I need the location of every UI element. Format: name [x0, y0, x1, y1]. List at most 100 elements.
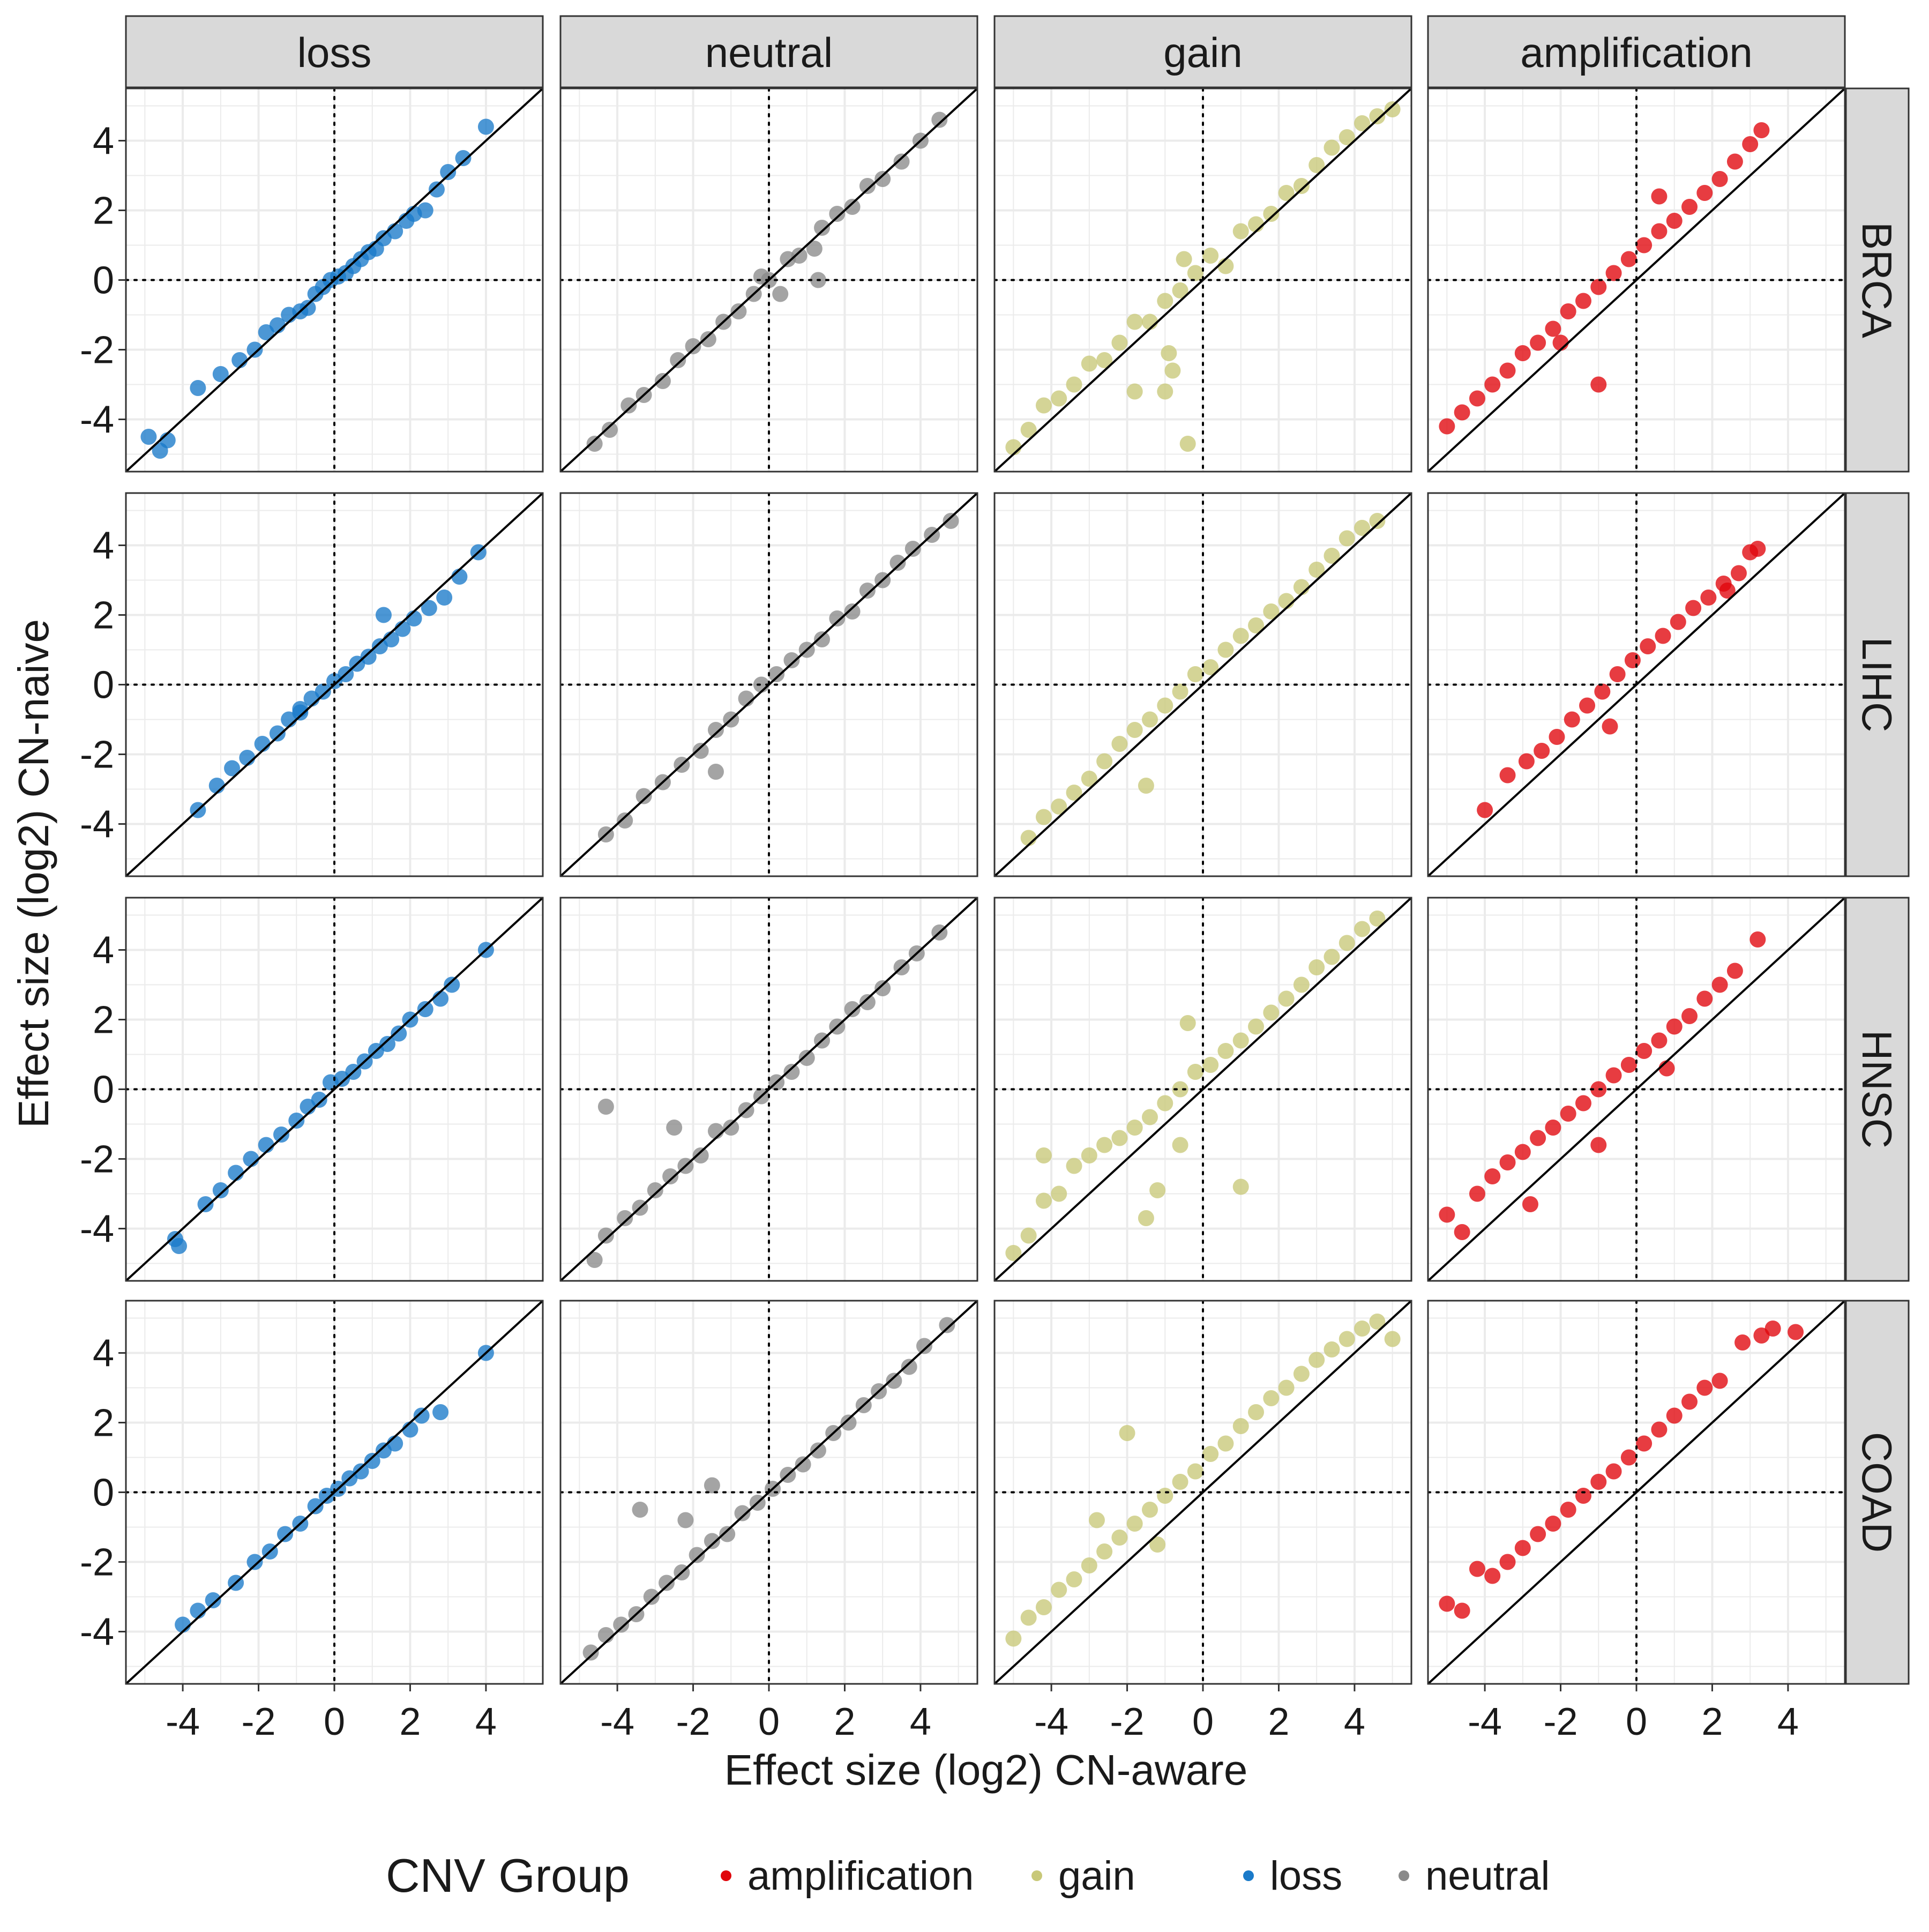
strip-label: HNSC	[1853, 1030, 1901, 1148]
data-point	[916, 1338, 932, 1354]
panel-border	[559, 492, 978, 877]
data-point	[1666, 1018, 1683, 1035]
data-point	[1636, 1435, 1653, 1452]
data-point	[1469, 1561, 1485, 1577]
data-point	[1005, 1630, 1022, 1647]
data-point	[436, 590, 453, 606]
data-point	[1051, 390, 1067, 407]
y-tick-label: 2	[93, 190, 114, 233]
data-point	[1534, 743, 1550, 759]
panel-hnsc-amplification	[1427, 897, 1846, 1282]
data-point	[1484, 376, 1501, 393]
panel-hnsc-loss	[125, 897, 544, 1282]
x-tick-label: -4	[600, 1700, 634, 1743]
data-point	[1051, 1582, 1067, 1598]
y-axis-hnsc: -4 -2 0 2 4	[80, 929, 126, 1251]
panel-content	[126, 493, 543, 876]
data-point	[707, 722, 724, 738]
strip-background	[1845, 1300, 1910, 1685]
data-point	[1111, 1530, 1128, 1546]
data-point	[1469, 1185, 1485, 1202]
data-point	[1764, 1321, 1781, 1337]
data-point	[597, 1099, 614, 1115]
strip-row-brca: BRCA	[1845, 87, 1910, 473]
data-point	[1499, 1154, 1516, 1170]
data-point	[1149, 1536, 1166, 1553]
data-point	[1088, 1512, 1105, 1528]
strip-label: amplification	[1520, 29, 1753, 76]
data-point	[1605, 1463, 1622, 1480]
data-point	[707, 764, 724, 780]
x-axis-neutral: -4 -2 0 2 4	[600, 1684, 931, 1743]
x-tick-label: 4	[910, 1700, 931, 1743]
data-point	[1232, 1418, 1249, 1434]
data-point	[1354, 115, 1371, 131]
data-point	[1324, 949, 1340, 965]
x-tick-label: 2	[834, 1700, 855, 1743]
data-point	[1734, 1334, 1751, 1351]
data-point	[1324, 1341, 1340, 1357]
panel-lihc-neutral	[559, 492, 978, 877]
data-point	[1354, 520, 1371, 536]
strip-background	[1845, 897, 1910, 1282]
data-point	[1549, 729, 1565, 745]
data-point	[1217, 1043, 1234, 1059]
panel-hnsc-gain	[993, 897, 1412, 1282]
y-tick-label: -4	[80, 399, 114, 442]
data-point	[939, 1317, 955, 1333]
data-point	[1005, 1245, 1022, 1261]
data-point	[1176, 251, 1192, 267]
data-point	[943, 513, 959, 529]
x-tick-label: -4	[1034, 1700, 1068, 1743]
panel-coad-amplification	[1427, 1300, 1846, 1685]
data-point	[904, 541, 921, 557]
data-point	[1020, 422, 1037, 438]
data-point	[1096, 1137, 1113, 1153]
data-point	[1141, 1502, 1158, 1518]
data-point	[795, 1456, 811, 1473]
data-point	[1179, 1015, 1196, 1031]
data-point	[1126, 722, 1143, 738]
data-point	[814, 220, 831, 236]
data-point	[1681, 1008, 1698, 1024]
data-point	[1484, 1568, 1501, 1584]
data-point	[1172, 683, 1188, 700]
data-point	[1157, 293, 1173, 309]
data-point	[1202, 1446, 1219, 1462]
panel-content	[126, 898, 543, 1281]
legend-title: CNV Group	[386, 1849, 630, 1902]
data-point	[1035, 1192, 1052, 1209]
data-point	[1636, 1043, 1653, 1059]
data-point	[413, 1407, 430, 1424]
data-point	[1590, 1474, 1607, 1490]
data-point	[1605, 265, 1622, 281]
x-tick-label: 0	[758, 1700, 780, 1743]
data-point	[190, 380, 206, 396]
data-point	[1655, 628, 1671, 644]
y-tick-label: -2	[80, 1541, 114, 1584]
data-point	[582, 1644, 599, 1661]
data-point	[1187, 1064, 1203, 1080]
data-point	[1248, 1018, 1265, 1035]
data-point	[1681, 1393, 1698, 1410]
panel-brca-amplification	[1427, 87, 1846, 473]
data-point	[428, 181, 445, 198]
data-point	[1232, 223, 1249, 240]
panel-brca-neutral	[559, 87, 978, 473]
data-point	[273, 1127, 289, 1143]
data-point	[734, 1505, 751, 1521]
data-point	[1354, 921, 1371, 937]
data-point	[1149, 1182, 1166, 1198]
data-point	[375, 607, 392, 623]
data-point	[1309, 959, 1325, 975]
panel-content	[1428, 493, 1845, 876]
legend-key	[1243, 1870, 1254, 1881]
x-tick-label: 4	[1777, 1700, 1799, 1743]
panel-border	[1427, 897, 1846, 1282]
data-point	[197, 1196, 214, 1212]
data-point	[1711, 171, 1728, 187]
data-point	[931, 111, 948, 128]
data-point	[1518, 753, 1535, 770]
data-point	[1157, 697, 1173, 714]
data-point	[1354, 1321, 1371, 1337]
